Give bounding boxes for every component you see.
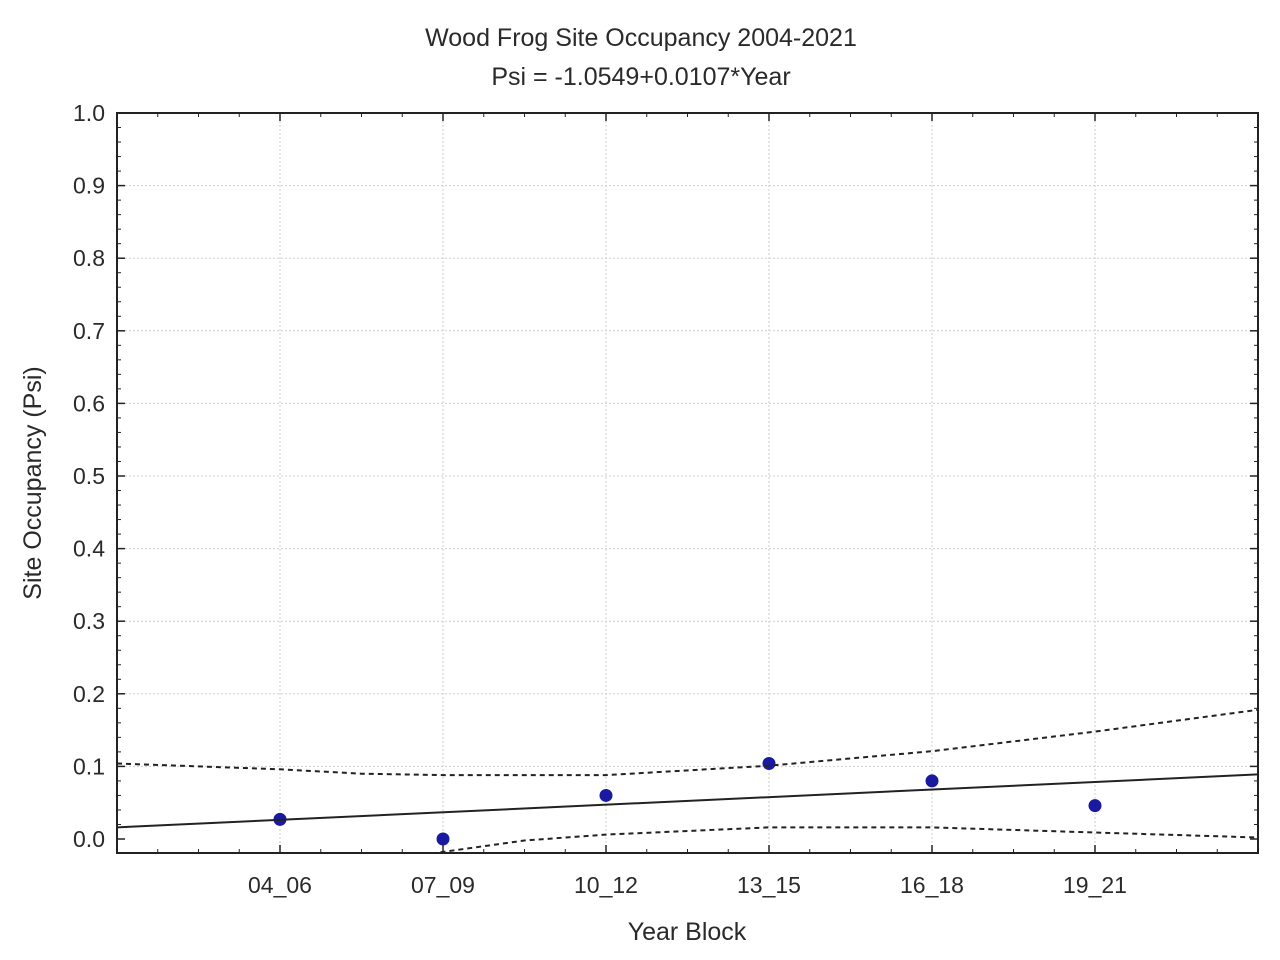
fit-line xyxy=(117,773,1258,829)
x-tick-label: 04_06 xyxy=(248,872,312,898)
data-point xyxy=(1088,799,1102,813)
x-tick-label: 16_18 xyxy=(900,872,964,898)
y-tick-label: 0.9 xyxy=(73,173,105,199)
y-tick-label: 0.2 xyxy=(73,681,105,707)
x-tick-label: 10_12 xyxy=(574,872,638,898)
y-tick-label: 0.4 xyxy=(73,536,105,562)
confidence-band-line xyxy=(431,826,1258,853)
y-tick-label: 1.0 xyxy=(73,100,105,126)
y-tick-label: 0.6 xyxy=(73,390,105,416)
x-tick-label: 07_09 xyxy=(411,872,475,898)
data-point xyxy=(762,756,776,770)
x-tick-label: 19_21 xyxy=(1063,872,1127,898)
series-layer xyxy=(117,708,1258,853)
x-axis-title: Year Block xyxy=(628,918,747,946)
x-tick-label: 13_15 xyxy=(737,872,801,898)
y-tick-label: 0.1 xyxy=(73,753,105,779)
confidence-band-line xyxy=(117,708,1258,777)
y-tick-label: 0.0 xyxy=(73,826,105,852)
y-axis-title: Site Occupancy (Psi) xyxy=(19,366,47,599)
chart-subtitle: Psi = -1.0549+0.0107*Year xyxy=(491,63,790,91)
y-tick-label: 0.7 xyxy=(73,318,105,344)
y-tick-label: 0.8 xyxy=(73,245,105,271)
y-tick-label: 0.3 xyxy=(73,608,105,634)
data-point xyxy=(925,774,939,788)
plot-frame xyxy=(116,112,1259,854)
data-point xyxy=(436,832,450,846)
grid xyxy=(117,113,1258,853)
data-point xyxy=(599,788,613,802)
y-axis-tick-labels: 1.0 0.9 0.8 0.7 0.6 0.5 0.4 0.3 0.2 0.1 0.0 xyxy=(73,100,105,852)
chart-title: Wood Frog Site Occupancy 2004-2021 xyxy=(425,24,857,52)
y-tick-label: 0.5 xyxy=(73,463,105,489)
x-axis-tick-labels: 04_06 07_09 10_12 13_15 16_18 19_21 xyxy=(248,872,1127,898)
